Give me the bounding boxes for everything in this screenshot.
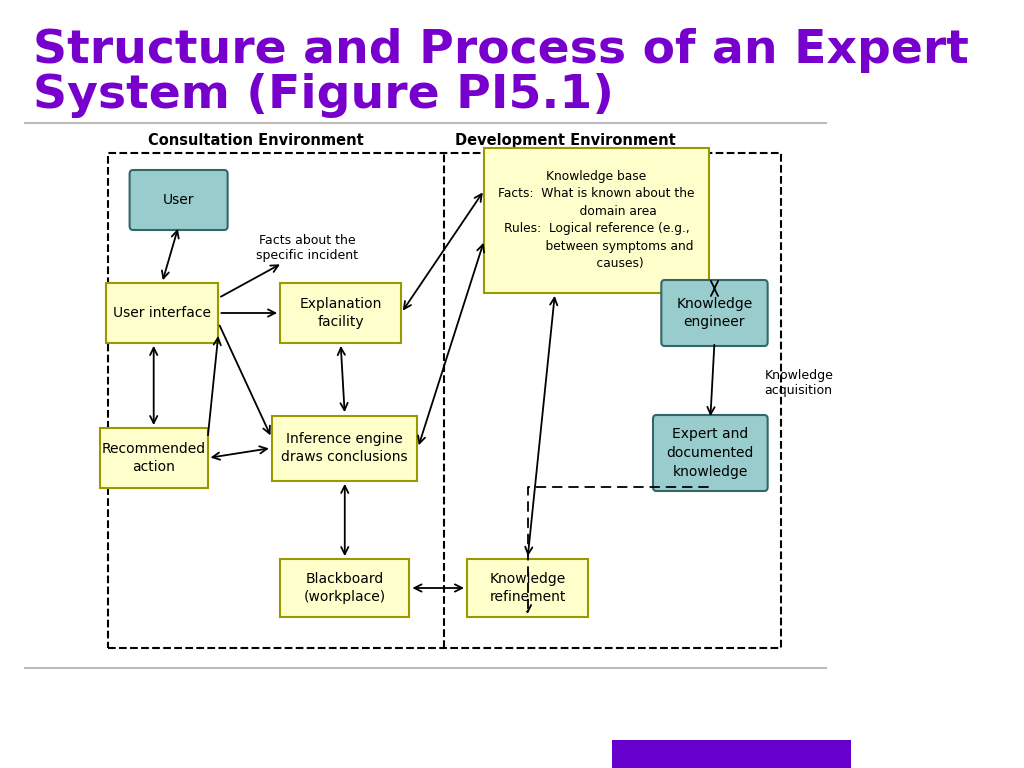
FancyBboxPatch shape <box>272 415 418 481</box>
FancyBboxPatch shape <box>99 428 208 488</box>
Text: System (Figure PI5.1): System (Figure PI5.1) <box>33 73 614 118</box>
Text: Facts about the
specific incident: Facts about the specific incident <box>256 234 358 262</box>
Bar <box>612 740 851 768</box>
Bar <box>108 153 781 648</box>
FancyBboxPatch shape <box>130 170 227 230</box>
Text: Structure and Process of an Expert: Structure and Process of an Expert <box>33 28 969 73</box>
Text: Blackboard
(workplace): Blackboard (workplace) <box>304 571 386 604</box>
Text: Consultation Environment: Consultation Environment <box>148 133 364 148</box>
Text: Knowledge
refinement: Knowledge refinement <box>489 571 565 604</box>
Text: Knowledge
acquisition: Knowledge acquisition <box>764 369 834 397</box>
Text: Development Environment: Development Environment <box>455 133 675 148</box>
FancyBboxPatch shape <box>653 415 768 491</box>
FancyBboxPatch shape <box>281 283 400 343</box>
FancyBboxPatch shape <box>662 280 768 346</box>
Text: Inference engine
draws conclusions: Inference engine draws conclusions <box>282 432 409 465</box>
Text: Recommended
action: Recommended action <box>101 442 206 475</box>
Text: Expert and
documented
knowledge: Expert and documented knowledge <box>667 427 754 479</box>
FancyBboxPatch shape <box>484 147 709 293</box>
Text: User interface: User interface <box>113 306 211 320</box>
FancyBboxPatch shape <box>105 283 218 343</box>
FancyBboxPatch shape <box>467 559 588 617</box>
Text: Explanation
facility: Explanation facility <box>299 296 382 329</box>
Text: Knowledge
engineer: Knowledge engineer <box>676 296 753 329</box>
Text: Knowledge base
Facts:  What is known about the
           domain area
Rules:  Lo: Knowledge base Facts: What is known abou… <box>499 170 694 270</box>
FancyBboxPatch shape <box>281 559 410 617</box>
Text: User: User <box>163 193 195 207</box>
